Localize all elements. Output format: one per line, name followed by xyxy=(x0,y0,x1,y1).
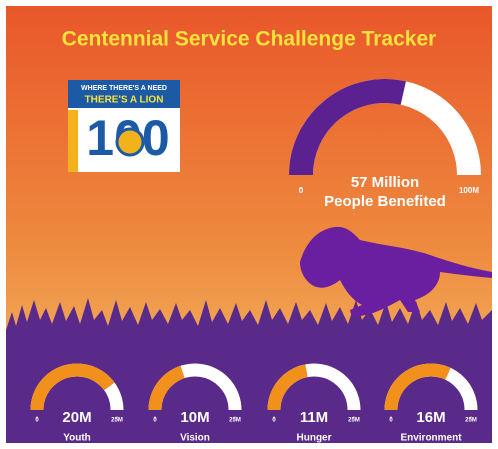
lion-silhouette xyxy=(300,226,492,318)
tick-label: 0 xyxy=(299,186,304,195)
tick-label: 100M xyxy=(459,186,479,195)
tick-label: 25M xyxy=(229,418,241,424)
gauge-value xyxy=(267,364,309,411)
grass xyxy=(6,298,492,443)
logo-stripe xyxy=(68,110,78,172)
category-label: Hunger xyxy=(297,433,332,444)
value-label: 16M xyxy=(416,409,445,426)
logo-line: WHERE THERE'S A NEED xyxy=(81,85,167,92)
tick-label: 0 xyxy=(35,418,39,424)
caption: People Benefited xyxy=(324,193,446,210)
logo: WHERE THERE'S A NEED THERE'S A LION 100 xyxy=(68,80,180,172)
tick-label: 0 xyxy=(272,418,276,424)
tick-label: 0 xyxy=(389,418,393,424)
gauge-value xyxy=(30,363,115,411)
value-label: 10M xyxy=(180,409,209,426)
value-label: 57 Million xyxy=(351,174,419,191)
value-label: 11M xyxy=(300,409,328,426)
category-label: Youth xyxy=(63,433,91,444)
logo-banner xyxy=(68,80,180,108)
gauge-value xyxy=(384,363,451,411)
value-label: 20M xyxy=(62,409,91,426)
category-label: Vision xyxy=(180,433,210,444)
tick-label: 0 xyxy=(153,418,157,424)
gauge-value xyxy=(148,365,185,411)
gauge-value xyxy=(289,79,406,176)
tick-label: 25M xyxy=(465,418,477,424)
title: Centennial Service Challenge Tracker xyxy=(62,28,437,51)
logo-line: THERE'S A LION xyxy=(85,95,164,106)
tick-label: 25M xyxy=(348,418,360,424)
tick-label: 25M xyxy=(111,418,123,424)
logo-emblem xyxy=(115,127,145,157)
category-label: Environment xyxy=(400,433,462,444)
